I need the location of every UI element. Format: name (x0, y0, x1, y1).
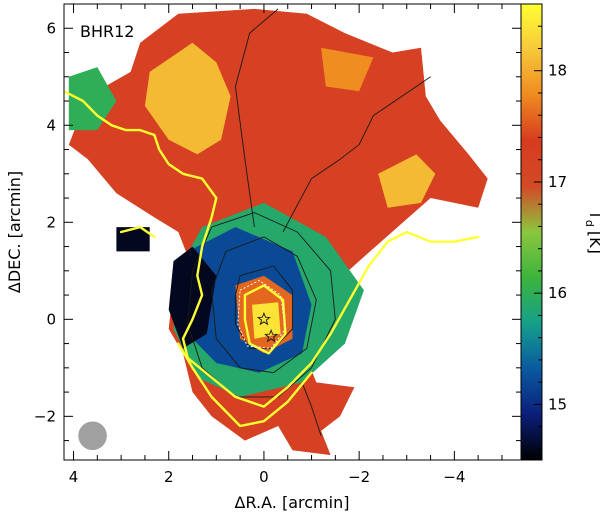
colorbar-label-unit: [K] (586, 231, 600, 254)
colorbar-label-main: T (586, 209, 600, 220)
y-tick-label: 0 (46, 310, 56, 328)
colorbar-tick-label: 17 (548, 173, 567, 191)
x-tick-label: −4 (443, 468, 465, 486)
map-region-hot-spot-north (144, 42, 231, 155)
y-tick-label: 4 (46, 116, 56, 134)
colorbar (520, 3, 543, 461)
y-axis-label: ΔDEC. [arcmin] (5, 171, 24, 293)
black-contour (187, 212, 336, 398)
panel-label: BHR12 (80, 22, 134, 41)
colorbar-tick-label: 15 (548, 395, 567, 413)
y-tick-label: 2 (46, 213, 56, 231)
contours (64, 8, 480, 436)
colorbar-tick-label: 18 (548, 62, 567, 80)
x-tick-label: 0 (259, 468, 269, 486)
y-tick-label: 6 (46, 19, 56, 37)
yellow-contour (243, 284, 287, 355)
black-contour (211, 236, 317, 374)
black-contour (234, 8, 279, 228)
map-region-hot-spot-east (378, 154, 436, 208)
colorbar-label-sub: d (583, 220, 596, 227)
temperature-map (68, 8, 488, 456)
map-region-black-patch-west (116, 227, 150, 252)
map-region-green-tail-west (68, 67, 117, 131)
beam-circle (78, 421, 107, 451)
yellow-contour (64, 90, 480, 408)
yellow-contour (119, 225, 156, 239)
colorbar-label: Td [K] (583, 209, 600, 254)
colorbar-axis: 15 16 17 18 (534, 3, 567, 450)
source-star-marker (256, 311, 271, 326)
map-region-hot-spot-northeast (321, 47, 374, 92)
yellow-contour (177, 342, 313, 428)
x-tick-label: −2 (348, 468, 370, 486)
colorbar-tick-label: 16 (548, 284, 567, 302)
x-tick-label: 4 (69, 468, 79, 486)
y-tick-label: −2 (34, 407, 56, 425)
black-contour (301, 382, 322, 436)
black-contour (282, 76, 431, 233)
white-contour (237, 279, 286, 349)
source-star-marker (264, 328, 279, 343)
x-axis-label: ΔR.A. [arcmin] (235, 493, 350, 512)
markers (78, 311, 279, 451)
x-tick-label: 2 (164, 468, 174, 486)
x-axis: 4 2 0 −2 −4 (69, 4, 503, 486)
map-region-black-cold-west (168, 246, 217, 349)
y-axis: −2 0 2 4 6 (34, 3, 521, 442)
